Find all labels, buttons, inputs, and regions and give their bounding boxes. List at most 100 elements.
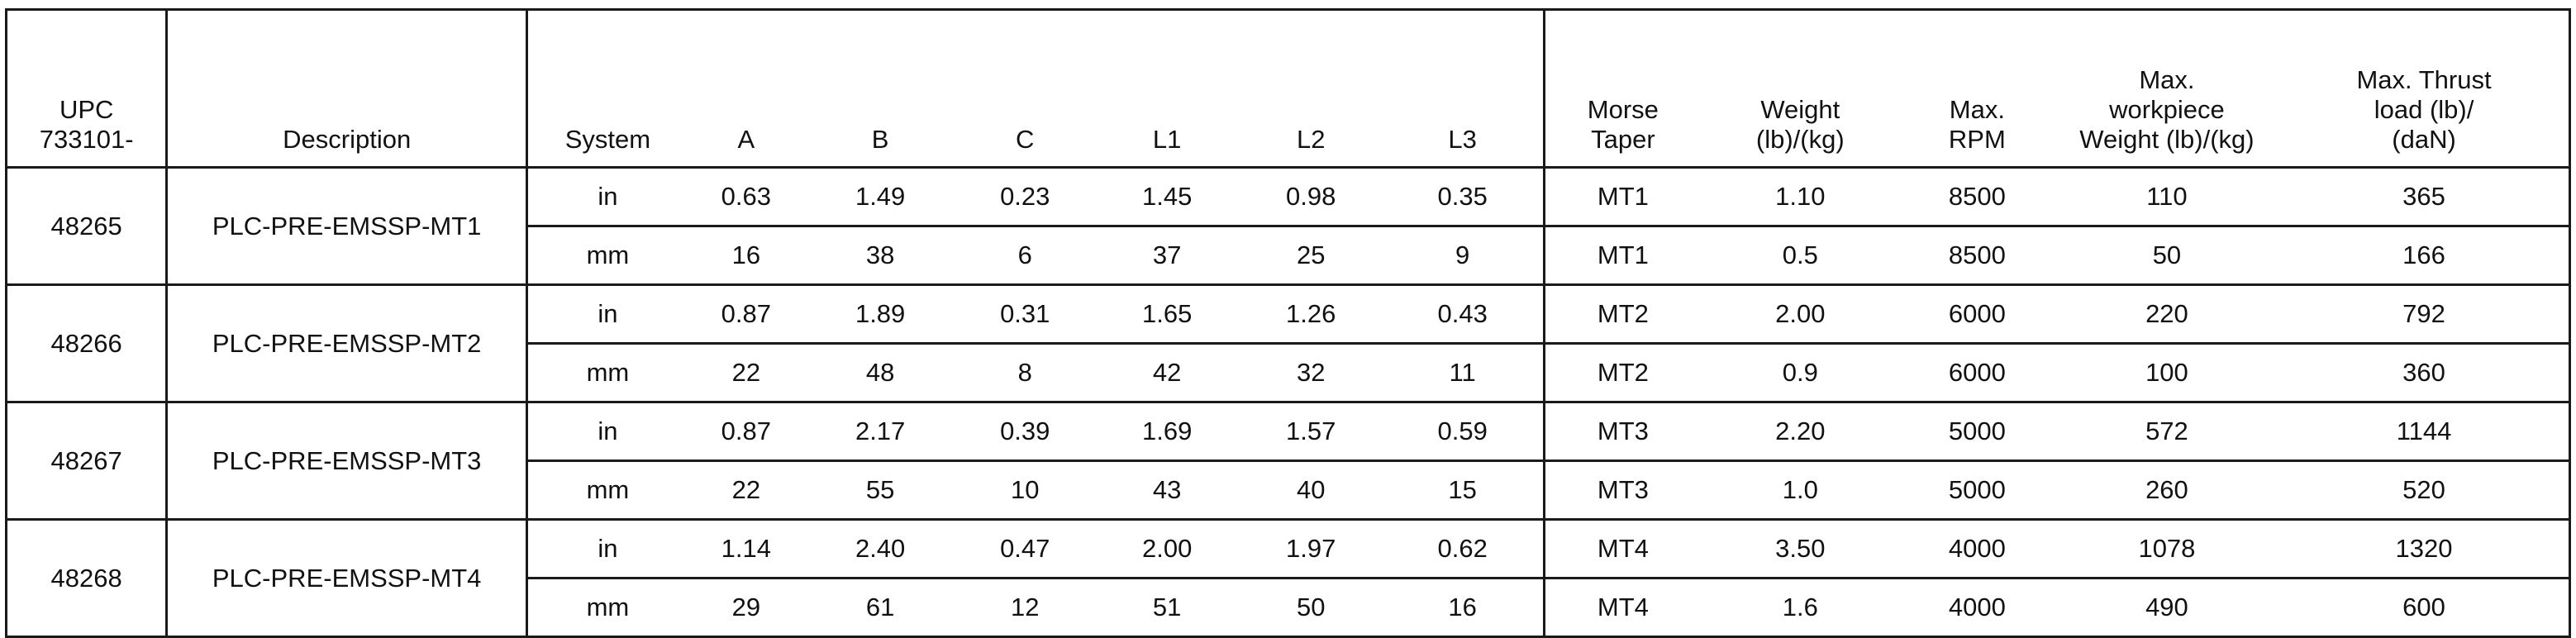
description-cell: PLC-PRE-EMSSP-MT2 xyxy=(165,283,528,403)
header-max-rpm: Max. RPM xyxy=(1899,8,2055,169)
b-cell: 61 xyxy=(804,577,956,638)
weight-cell: 2.00 xyxy=(1700,283,1900,345)
l3-cell: 11 xyxy=(1382,342,1546,403)
header-rpm-line: RPM xyxy=(1948,125,2006,154)
l3-cell: 0.43 xyxy=(1382,283,1546,345)
table-row: 48266 PLC-PRE-EMSSP-MT2 in 0.87 1.89 0.3… xyxy=(4,283,2572,403)
header-max-workpiece-weight: Max. workpiece Weight (lb)/(kg) xyxy=(2054,8,2280,169)
header-morse-taper: Morse Taper xyxy=(1543,8,1701,169)
system-cell: in xyxy=(525,401,688,462)
l3-cell: 9 xyxy=(1382,225,1546,286)
header-l2: L2 xyxy=(1240,8,1383,169)
l1-cell: 2.00 xyxy=(1094,518,1240,579)
rpm-cell: 8500 xyxy=(1899,166,2055,227)
l2-cell: 40 xyxy=(1240,459,1383,521)
l1-cell: 43 xyxy=(1094,459,1240,521)
morse-cell: MT1 xyxy=(1543,225,1701,286)
rpm-cell: 4000 xyxy=(1899,577,2055,638)
weight-cell: 1.10 xyxy=(1700,166,1900,227)
header-b: B xyxy=(804,8,956,169)
rpm-cell: 6000 xyxy=(1899,283,2055,345)
workpiece-cell: 490 xyxy=(2054,577,2280,638)
header-l1: L1 xyxy=(1094,8,1240,169)
table-row: 48265 PLC-PRE-EMSSP-MT1 in 0.63 1.49 0.2… xyxy=(4,166,2572,286)
weight-cell: 3.50 xyxy=(1700,518,1900,579)
b-cell: 1.49 xyxy=(804,166,956,227)
description-cell: PLC-PRE-EMSSP-MT1 xyxy=(165,166,528,286)
l2-cell: 1.57 xyxy=(1240,401,1383,462)
l1-cell: 37 xyxy=(1094,225,1240,286)
table-row: mm 29 61 12 51 50 16 MT4 1.6 4000 490 60… xyxy=(7,577,2572,638)
header-system: System xyxy=(525,8,688,169)
l2-cell: 1.97 xyxy=(1240,518,1383,579)
thrust-cell: 365 xyxy=(2279,166,2572,227)
rpm-cell: 5000 xyxy=(1899,459,2055,521)
c-cell: 10 xyxy=(955,459,1095,521)
weight-cell: 1.6 xyxy=(1700,577,1900,638)
l2-cell: 1.26 xyxy=(1240,283,1383,345)
l3-cell: 15 xyxy=(1382,459,1546,521)
a-cell: 22 xyxy=(687,459,805,521)
spec-table: UPC 733101- Description System A B C L1 … xyxy=(4,8,2572,638)
b-cell: 55 xyxy=(804,459,956,521)
c-cell: 0.31 xyxy=(955,283,1095,345)
morse-cell: MT1 xyxy=(1543,166,1701,227)
l1-cell: 1.45 xyxy=(1094,166,1240,227)
thrust-cell: 520 xyxy=(2279,459,2572,521)
l3-cell: 0.59 xyxy=(1382,401,1546,462)
b-cell: 1.89 xyxy=(804,283,956,345)
workpiece-cell: 220 xyxy=(2054,283,2280,345)
b-cell: 38 xyxy=(804,225,956,286)
system-cell: mm xyxy=(525,577,688,638)
morse-cell: MT4 xyxy=(1543,518,1701,579)
c-cell: 12 xyxy=(955,577,1095,638)
morse-cell: MT3 xyxy=(1543,459,1701,521)
workpiece-cell: 50 xyxy=(2054,225,2280,286)
b-cell: 48 xyxy=(804,342,956,403)
table-row: mm 16 38 6 37 25 9 MT1 0.5 8500 50 166 xyxy=(7,225,2572,286)
header-rpm-line: Max. xyxy=(1949,95,2005,124)
a-cell: 16 xyxy=(687,225,805,286)
l2-cell: 32 xyxy=(1240,342,1383,403)
description-cell: PLC-PRE-EMSSP-MT4 xyxy=(165,518,528,638)
c-cell: 8 xyxy=(955,342,1095,403)
header-l3: L3 xyxy=(1382,8,1546,169)
system-cell: mm xyxy=(525,225,688,286)
rpm-cell: 4000 xyxy=(1899,518,2055,579)
a-cell: 22 xyxy=(687,342,805,403)
header-workpiece-line: Max. xyxy=(2139,65,2195,94)
header-morse-line: Morse xyxy=(1587,95,1659,124)
header-workpiece-line: workpiece xyxy=(2109,95,2225,124)
upc-cell: 48266 xyxy=(4,283,169,403)
header-weight: Weight (lb)/(kg) xyxy=(1700,8,1900,169)
morse-cell: MT4 xyxy=(1543,577,1701,638)
header-weight-line: Weight xyxy=(1760,95,1840,124)
rpm-cell: 8500 xyxy=(1899,225,2055,286)
workpiece-cell: 1078 xyxy=(2054,518,2280,579)
system-cell: mm xyxy=(525,459,688,521)
header-thrust-line: Max. Thrust xyxy=(2356,65,2492,94)
morse-cell: MT3 xyxy=(1543,401,1701,462)
table-row: 48267 PLC-PRE-EMSSP-MT3 in 0.87 2.17 0.3… xyxy=(4,401,2572,521)
header-morse-line: Taper xyxy=(1591,125,1655,154)
system-cell: in xyxy=(525,283,688,345)
description-cell: PLC-PRE-EMSSP-MT3 xyxy=(165,401,528,521)
weight-cell: 1.0 xyxy=(1700,459,1900,521)
c-cell: 0.47 xyxy=(955,518,1095,579)
morse-cell: MT2 xyxy=(1543,283,1701,345)
header-description: Description xyxy=(165,8,528,169)
header-c: C xyxy=(955,8,1095,169)
header-thrust-line: load (lb)/ xyxy=(2374,95,2474,124)
workpiece-cell: 572 xyxy=(2054,401,2280,462)
rpm-cell: 6000 xyxy=(1899,342,2055,403)
workpiece-cell: 110 xyxy=(2054,166,2280,227)
l3-cell: 16 xyxy=(1382,577,1546,638)
l1-cell: 1.69 xyxy=(1094,401,1240,462)
header-upc: UPC 733101- xyxy=(4,8,169,169)
a-cell: 29 xyxy=(687,577,805,638)
header-a: A xyxy=(687,8,805,169)
b-cell: 2.40 xyxy=(804,518,956,579)
a-cell: 0.87 xyxy=(687,283,805,345)
c-cell: 0.23 xyxy=(955,166,1095,227)
table-row: 48268 PLC-PRE-EMSSP-MT4 in 1.14 2.40 0.4… xyxy=(4,518,2572,638)
